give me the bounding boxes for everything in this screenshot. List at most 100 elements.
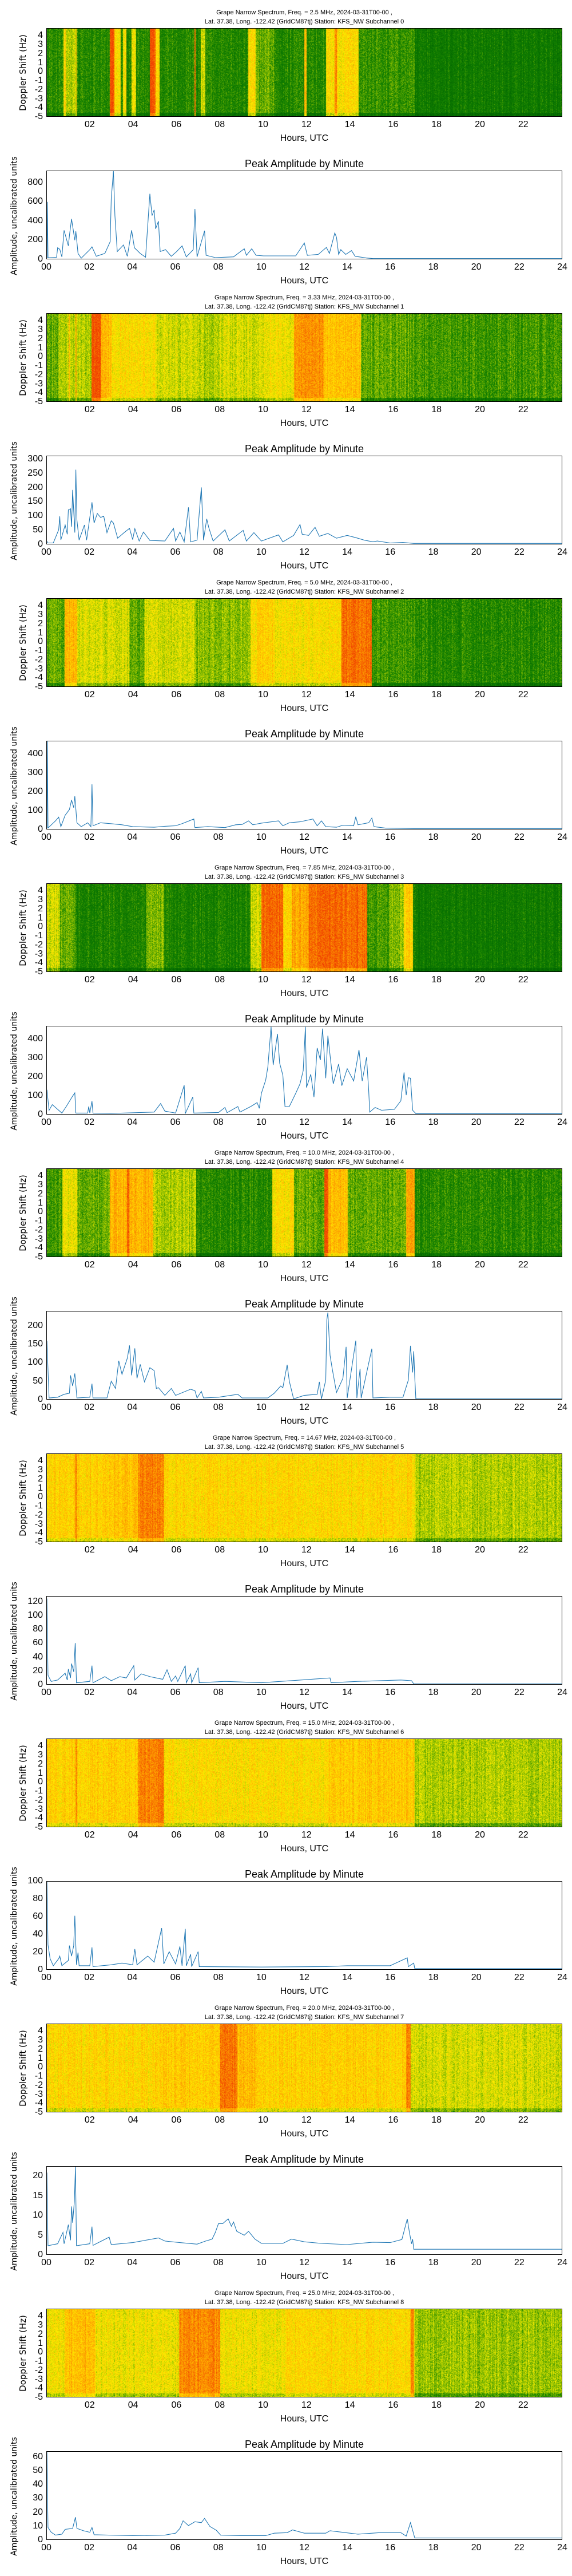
amplitude-plot-area bbox=[47, 741, 562, 829]
spectrogram-title-line1: Grape Narrow Spectrum, Freq. = 5.0 MHz, … bbox=[216, 579, 392, 586]
spectrogram-x-tick-label: 20 bbox=[475, 1260, 485, 1270]
spectrogram bbox=[46, 2024, 562, 2112]
spectrogram-y-tick-label: 3 bbox=[38, 1750, 43, 1760]
amplitude-plot-title: Peak Amplitude by Minute bbox=[244, 443, 364, 455]
amplitude-y-axis-label: Amplitude, uncalibrated units bbox=[10, 726, 19, 846]
spectrogram bbox=[46, 28, 562, 117]
amplitude-x-tick-label: 18 bbox=[428, 547, 439, 557]
amplitude-x-tick-label: 14 bbox=[342, 547, 353, 557]
amplitude-x-tick-label: 10 bbox=[256, 2543, 267, 2553]
peak-amplitude-line bbox=[47, 1598, 562, 1684]
amplitude-x-tick-label: 22 bbox=[514, 1117, 525, 1127]
spectrogram-title-line1: Grape Narrow Spectrum, Freq. = 15.0 MHz,… bbox=[214, 1720, 394, 1726]
spectrogram-y-axis-label: Doppler Shift (Hz) bbox=[18, 890, 28, 966]
amplitude-x-tick-label: 24 bbox=[557, 1402, 567, 1412]
amplitude-y-tick-label: 0 bbox=[38, 254, 43, 264]
spectrogram-x-tick-label: 20 bbox=[475, 1830, 485, 1840]
spectrogram-y-tick-label: 4 bbox=[38, 30, 43, 41]
amplitude-y-tick-label: 100 bbox=[27, 1610, 43, 1620]
amplitude-y-tick-label: 40 bbox=[33, 1652, 43, 1662]
amplitude-x-tick-label: 00 bbox=[41, 1402, 51, 1412]
spectrogram-x-tick-label: 18 bbox=[431, 975, 442, 985]
amplitude-y-axis-label: Amplitude, uncalibrated units bbox=[10, 156, 19, 275]
spectrogram-y-tick-label: -3 bbox=[34, 2089, 43, 2099]
spectrogram-x-tick-label: 12 bbox=[301, 405, 312, 414]
spectrogram-x-tick-label: 06 bbox=[171, 2400, 182, 2410]
spectrogram-x-tick-label: 04 bbox=[128, 120, 138, 129]
amplitude-x-tick-label: 10 bbox=[256, 2258, 267, 2267]
spectrogram-y-tick-label: -2 bbox=[34, 84, 43, 94]
amplitude-plot-area bbox=[47, 1882, 562, 1969]
spectrogram-x-tick-label: 06 bbox=[171, 975, 182, 985]
spectrogram-x-tick-label: 02 bbox=[84, 2400, 95, 2410]
spectrogram-image bbox=[47, 2309, 562, 2397]
spectrogram-title-line2: Lat. 37.38, Long. -122.42 (GridCM87tj) S… bbox=[204, 2014, 404, 2021]
spectrogram-y-tick-label: 0 bbox=[38, 1777, 43, 1787]
spectrogram-y-tick-label: -4 bbox=[34, 2383, 43, 2393]
amplitude-plot-title: Peak Amplitude by Minute bbox=[244, 2439, 364, 2450]
amplitude-x-tick-label: 02 bbox=[84, 1117, 95, 1127]
amplitude-x-tick-label: 00 bbox=[41, 547, 51, 557]
spectrogram-y-tick-label: 4 bbox=[38, 600, 43, 611]
amplitude-plot bbox=[46, 1311, 562, 1400]
spectrogram-x-tick-label: 04 bbox=[128, 1830, 138, 1840]
amplitude-x-tick-label: 14 bbox=[342, 1688, 353, 1697]
amplitude-y-tick-label: 80 bbox=[33, 1624, 43, 1634]
amplitude-y-tick-label: 100 bbox=[27, 511, 43, 521]
amplitude-x-tick-label: 12 bbox=[299, 547, 309, 557]
amplitude-y-tick-label: 400 bbox=[27, 215, 43, 226]
spectrogram-x-tick-label: 06 bbox=[171, 120, 182, 129]
spectrogram-x-tick-label: 06 bbox=[171, 1545, 182, 1555]
amplitude-plot-area bbox=[47, 2167, 562, 2250]
spectrogram-y-tick-label: -2 bbox=[34, 1795, 43, 1805]
spectrogram-y-tick-label: 3 bbox=[38, 39, 43, 50]
amplitude-x-tick-label: 18 bbox=[428, 262, 439, 272]
spectrogram-x-tick-label: 20 bbox=[475, 2115, 485, 2125]
amplitude-plot-area bbox=[47, 469, 562, 544]
spectrogram-x-tick-label: 02 bbox=[84, 1830, 95, 1840]
amplitude-x-tick-label: 20 bbox=[471, 1402, 482, 1412]
spectrogram-y-tick-label: 4 bbox=[38, 315, 43, 326]
spectrogram-x-tick-label: 18 bbox=[431, 405, 442, 414]
spectrogram-y-tick-label: -1 bbox=[34, 76, 43, 86]
amplitude-x-tick-label: 02 bbox=[84, 1688, 95, 1697]
amplitude-y-tick-label: 300 bbox=[27, 453, 43, 464]
spectrogram-x-tick-label: 18 bbox=[431, 1545, 442, 1555]
amplitude-x-tick-label: 18 bbox=[428, 1402, 439, 1412]
amplitude-y-axis-label: Amplitude, uncalibrated units bbox=[10, 441, 19, 560]
spectrogram-y-tick-label: -3 bbox=[34, 663, 43, 674]
spectrogram-x-tick-label: 16 bbox=[388, 2400, 399, 2410]
spectrogram-y-axis-label: Doppler Shift (Hz) bbox=[18, 34, 28, 111]
amplitude-x-tick-label: 22 bbox=[514, 2543, 525, 2553]
spectrogram-y-tick-label: 0 bbox=[38, 637, 43, 647]
spectrogram-title-line2: Lat. 37.38, Long. -122.42 (GridCM87tj) S… bbox=[204, 1729, 404, 1736]
channel-block: Grape Narrow Spectrum, Freq. = 2.5 MHz, … bbox=[0, 0, 572, 286]
amplitude-plot-area bbox=[47, 2452, 562, 2539]
amplitude-y-tick-label: 150 bbox=[27, 1339, 43, 1349]
amplitude-x-tick-label: 14 bbox=[342, 1402, 353, 1412]
spectrogram-y-tick-label: -2 bbox=[34, 1224, 43, 1235]
amplitude-y-tick-label: 30 bbox=[33, 2493, 43, 2503]
spectrogram-x-tick-label: 22 bbox=[518, 2400, 529, 2410]
spectrogram-x-tick-label: 08 bbox=[214, 405, 225, 414]
spectrogram-x-tick-label: 18 bbox=[431, 1260, 442, 1270]
amplitude-y-tick-label: 20 bbox=[33, 2171, 43, 2181]
spectrogram-x-axis-label: Hours, UTC bbox=[280, 2129, 329, 2139]
amplitude-y-tick-label: 0 bbox=[38, 1680, 43, 1689]
spectrogram-image bbox=[47, 1169, 562, 1257]
spectrogram-x-tick-label: 22 bbox=[518, 2115, 529, 2125]
peak-amplitude-line bbox=[47, 2452, 562, 2539]
amplitude-x-tick-label: 18 bbox=[428, 1688, 439, 1697]
spectrogram-y-tick-label: -2 bbox=[34, 2080, 43, 2090]
spectrogram-x-tick-label: 12 bbox=[301, 1260, 312, 1270]
spectrogram-x-tick-label: 18 bbox=[431, 2400, 442, 2410]
spectrogram-x-axis-label: Hours, UTC bbox=[280, 418, 329, 428]
amplitude-y-axis-label: Amplitude, uncalibrated units bbox=[10, 1582, 19, 1701]
amplitude-x-tick-label: 22 bbox=[514, 1402, 525, 1412]
spectrogram-image bbox=[47, 884, 562, 971]
amplitude-y-tick-label: 60 bbox=[33, 2451, 43, 2462]
spectrogram bbox=[46, 883, 562, 972]
spectrogram bbox=[46, 1168, 562, 1257]
amplitude-x-axis-label: Hours, UTC bbox=[280, 1416, 329, 1426]
spectrogram-y-tick-label: -5 bbox=[34, 967, 43, 977]
